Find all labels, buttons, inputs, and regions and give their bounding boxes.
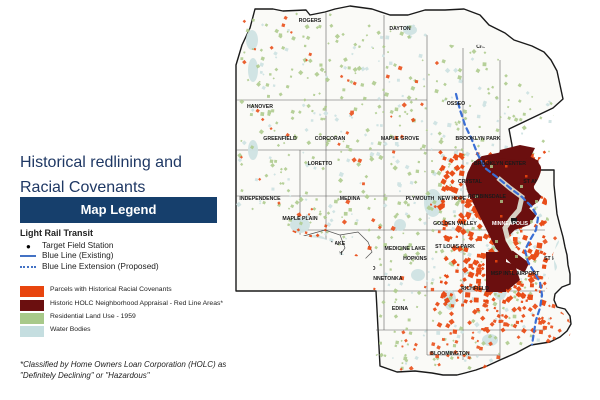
svg-text:PLYMOUTH: PLYMOUTH bbox=[406, 196, 435, 202]
svg-text:BROOKLYN PARK: BROOKLYN PARK bbox=[456, 136, 501, 142]
svg-text:MSP INTL AIRPORT: MSP INTL AIRPORT bbox=[491, 271, 540, 277]
svg-text:DAYTON: DAYTON bbox=[389, 26, 411, 32]
svg-text:OSSEO: OSSEO bbox=[447, 101, 465, 107]
svg-text:ST LOUIS PARK: ST LOUIS PARK bbox=[435, 244, 475, 250]
svg-text:CONFLUENCE: CONFLUENCE bbox=[222, 296, 259, 302]
svg-text:MINNEAPOLIS: MINNEAPOLIS bbox=[492, 221, 529, 227]
svg-text:MEDICINE LAKE: MEDICINE LAKE bbox=[385, 246, 426, 252]
svg-text:SHOREWOOD: SHOREWOOD bbox=[297, 294, 332, 300]
svg-text:HOPKINS: HOPKINS bbox=[403, 256, 427, 262]
svg-text:BLOOMINGTON: BLOOMINGTON bbox=[430, 351, 470, 357]
svg-text:MAPLE PLAIN: MAPLE PLAIN bbox=[282, 216, 317, 222]
svg-text:ROCKFORD: ROCKFORD bbox=[221, 8, 251, 14]
svg-text:HANOVER: HANOVER bbox=[247, 104, 273, 110]
svg-text:EDINA: EDINA bbox=[392, 306, 408, 312]
svg-text:BROOKLYN CENTER: BROOKLYN CENTER bbox=[474, 161, 526, 167]
svg-text:ROBBINSDALE: ROBBINSDALE bbox=[468, 194, 507, 200]
svg-text:RICHFIELD: RICHFIELD bbox=[461, 286, 489, 292]
svg-text:NEW HOPE: NEW HOPE bbox=[438, 196, 467, 202]
svg-text:CORCORAN: CORCORAN bbox=[315, 136, 346, 142]
svg-text:MEDINA: MEDINA bbox=[340, 196, 361, 202]
svg-text:ROGERS: ROGERS bbox=[299, 18, 322, 24]
svg-text:LORETTO: LORETTO bbox=[308, 161, 333, 167]
svg-text:CRYSTAL: CRYSTAL bbox=[458, 179, 483, 185]
svg-text:INDEPENDENCE: INDEPENDENCE bbox=[239, 196, 281, 202]
svg-text:MAPLE GROVE: MAPLE GROVE bbox=[381, 136, 420, 142]
svg-text:EXCELSIOR: EXCELSIOR bbox=[315, 296, 345, 302]
svg-text:EDEN PRAIRIE: EDEN PRAIRIE bbox=[322, 331, 359, 337]
svg-text:GREENFIELD: GREENFIELD bbox=[263, 136, 297, 142]
svg-text:GOLDEN VALLEY: GOLDEN VALLEY bbox=[433, 221, 477, 227]
